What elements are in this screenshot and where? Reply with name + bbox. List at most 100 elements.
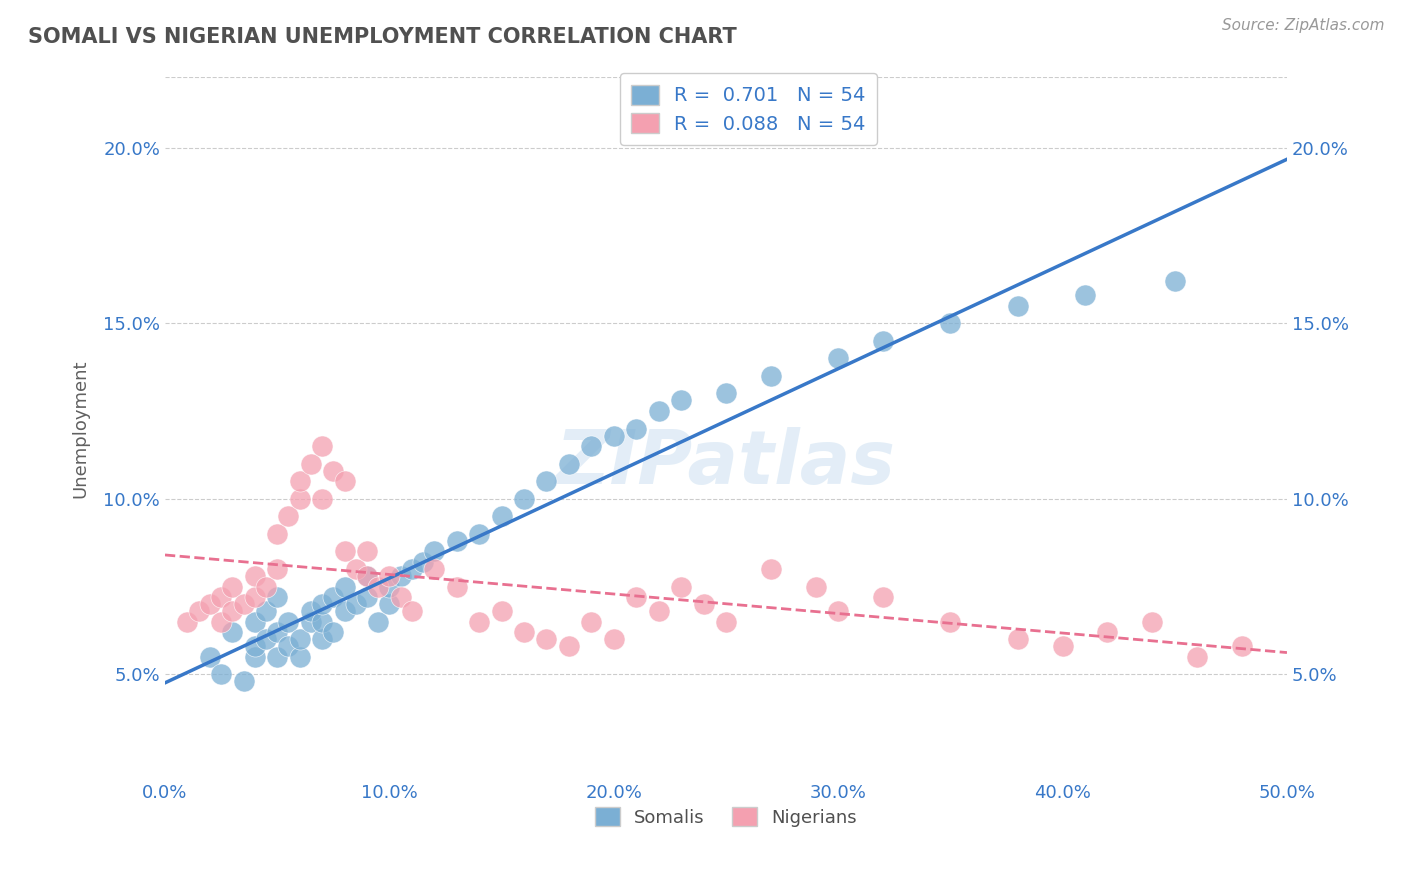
Point xyxy=(221,625,243,640)
Point xyxy=(266,590,288,604)
Point xyxy=(714,386,737,401)
Point xyxy=(311,597,333,611)
Point xyxy=(277,639,299,653)
Point xyxy=(322,590,344,604)
Point xyxy=(872,334,894,348)
Point xyxy=(939,316,962,330)
Point xyxy=(468,615,491,629)
Point xyxy=(939,615,962,629)
Point xyxy=(1142,615,1164,629)
Point xyxy=(1185,649,1208,664)
Point xyxy=(356,590,378,604)
Point xyxy=(581,615,603,629)
Point xyxy=(669,393,692,408)
Point xyxy=(626,590,648,604)
Point xyxy=(1052,639,1074,653)
Point xyxy=(356,569,378,583)
Point xyxy=(378,580,401,594)
Point xyxy=(243,649,266,664)
Point xyxy=(558,457,581,471)
Point xyxy=(333,604,356,618)
Point xyxy=(367,615,389,629)
Point xyxy=(401,604,423,618)
Point xyxy=(333,580,356,594)
Point xyxy=(288,632,311,647)
Point xyxy=(187,604,209,618)
Point xyxy=(288,649,311,664)
Point xyxy=(581,439,603,453)
Point xyxy=(243,569,266,583)
Point xyxy=(389,569,412,583)
Point xyxy=(176,615,198,629)
Point xyxy=(356,544,378,558)
Point xyxy=(669,580,692,594)
Point xyxy=(536,474,558,488)
Point xyxy=(389,590,412,604)
Text: SOMALI VS NIGERIAN UNEMPLOYMENT CORRELATION CHART: SOMALI VS NIGERIAN UNEMPLOYMENT CORRELAT… xyxy=(28,27,737,46)
Point xyxy=(827,604,849,618)
Point xyxy=(827,351,849,366)
Point xyxy=(243,590,266,604)
Point xyxy=(344,597,367,611)
Point xyxy=(513,491,536,506)
Point xyxy=(423,544,446,558)
Point xyxy=(254,604,277,618)
Point xyxy=(299,457,322,471)
Point xyxy=(198,649,221,664)
Point xyxy=(1164,274,1187,288)
Point xyxy=(299,604,322,618)
Point xyxy=(299,615,322,629)
Point xyxy=(333,544,356,558)
Point xyxy=(311,615,333,629)
Point xyxy=(647,604,669,618)
Point xyxy=(647,404,669,418)
Legend: Somalis, Nigerians: Somalis, Nigerians xyxy=(588,800,865,834)
Point xyxy=(714,615,737,629)
Point xyxy=(209,590,232,604)
Point xyxy=(322,464,344,478)
Point xyxy=(603,632,626,647)
Point xyxy=(344,562,367,576)
Point xyxy=(311,491,333,506)
Point xyxy=(367,580,389,594)
Point xyxy=(254,580,277,594)
Point xyxy=(254,632,277,647)
Point xyxy=(1230,639,1253,653)
Point xyxy=(536,632,558,647)
Point xyxy=(491,604,513,618)
Text: ZIPatlas: ZIPatlas xyxy=(555,427,896,500)
Point xyxy=(446,580,468,594)
Y-axis label: Unemployment: Unemployment xyxy=(72,359,89,498)
Point xyxy=(804,580,827,594)
Point xyxy=(288,474,311,488)
Point xyxy=(311,632,333,647)
Point xyxy=(356,569,378,583)
Point xyxy=(1007,632,1029,647)
Point xyxy=(277,509,299,524)
Point xyxy=(266,562,288,576)
Point xyxy=(277,615,299,629)
Point xyxy=(209,667,232,681)
Point xyxy=(423,562,446,576)
Point xyxy=(209,615,232,629)
Point xyxy=(759,562,782,576)
Point xyxy=(603,428,626,442)
Point xyxy=(446,533,468,548)
Point xyxy=(266,526,288,541)
Point xyxy=(1097,625,1119,640)
Point xyxy=(626,421,648,435)
Point xyxy=(232,674,254,689)
Point xyxy=(491,509,513,524)
Point xyxy=(243,615,266,629)
Point xyxy=(266,649,288,664)
Point xyxy=(288,491,311,506)
Text: Source: ZipAtlas.com: Source: ZipAtlas.com xyxy=(1222,18,1385,33)
Point xyxy=(333,474,356,488)
Point xyxy=(401,562,423,576)
Point xyxy=(692,597,714,611)
Point xyxy=(266,625,288,640)
Point xyxy=(311,439,333,453)
Point xyxy=(468,526,491,541)
Point xyxy=(243,639,266,653)
Point xyxy=(1074,288,1097,302)
